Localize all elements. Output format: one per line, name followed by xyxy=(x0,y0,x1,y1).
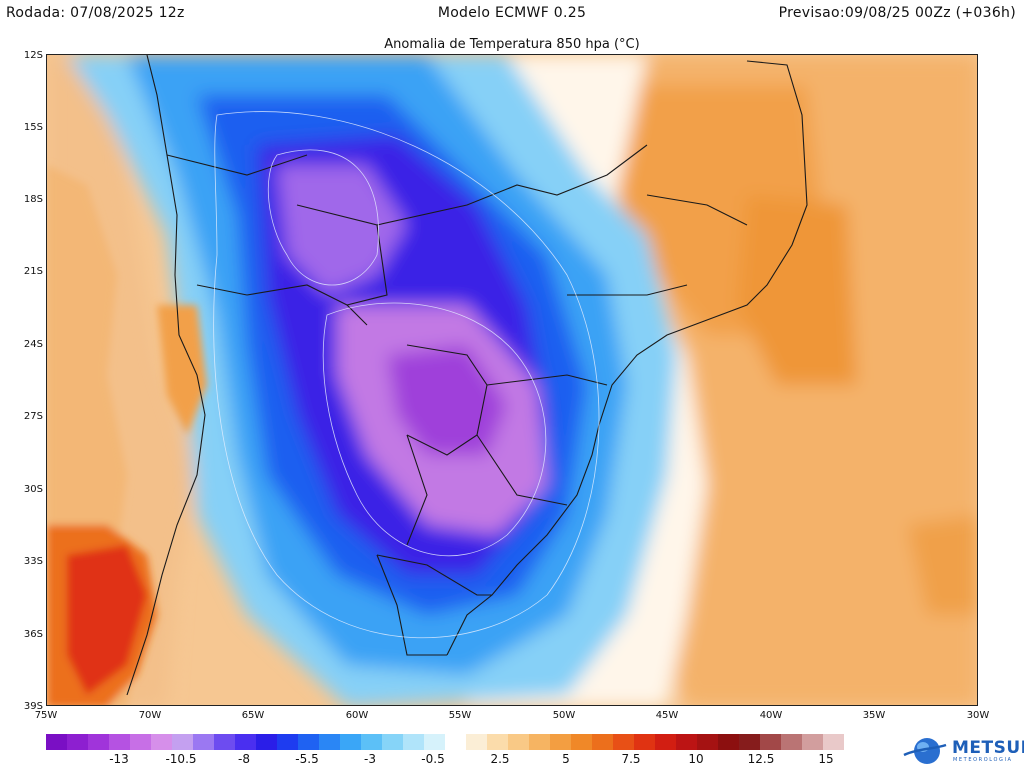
colorbar-swatch xyxy=(109,734,130,750)
colorbar-tick-label: 10 xyxy=(688,752,704,766)
model-label: Modelo ECMWF 0.25 xyxy=(437,5,587,21)
colorbar-tick-label: 12.5 xyxy=(747,752,775,766)
colorbar-swatch xyxy=(277,734,298,750)
colorbar-swatch xyxy=(403,734,424,750)
colorbar-swatch xyxy=(193,734,214,750)
colorbar-swatch xyxy=(214,734,235,750)
colorbar-swatch xyxy=(760,734,781,750)
colorbar-swatch xyxy=(571,734,592,750)
colorbar-swatch xyxy=(340,734,361,750)
colorbar-swatch xyxy=(235,734,256,750)
colorbar-swatch xyxy=(802,734,823,750)
field-title: Anomalia de Temperatura 850 hpa (°C) xyxy=(384,37,640,52)
logo-wordmark: METSUL xyxy=(952,738,1024,758)
run-time-label: Rodada: 07/08/2025 12z xyxy=(6,5,185,21)
coastline-and-borders xyxy=(126,55,808,696)
lon-label: 75W xyxy=(34,710,58,721)
colorbar-swatch xyxy=(130,734,151,750)
lon-label: 55W xyxy=(448,710,472,721)
contour-lines xyxy=(213,111,600,639)
colorbar-swatch xyxy=(697,734,718,750)
colorbar-swatch xyxy=(739,734,760,750)
lon-label: 30W xyxy=(966,710,990,721)
colorbar-swatch xyxy=(445,734,466,750)
colorbar-tick-label: -8 xyxy=(238,752,250,766)
colorbar-tick-label: -3 xyxy=(364,752,376,766)
colorbar-tick-label: 5 xyxy=(562,752,570,766)
colorbar-swatch xyxy=(67,734,88,750)
colorbar-swatch xyxy=(781,734,802,750)
colorbar-swatch xyxy=(172,734,193,750)
lat-label: 15S xyxy=(23,122,43,133)
temperature-anomaly-map xyxy=(46,54,978,706)
shaded-field xyxy=(47,55,977,705)
colorbar-swatch xyxy=(319,734,340,750)
colorbar-tick-label: -5.5 xyxy=(295,752,319,766)
colorbar-swatch xyxy=(424,734,445,750)
lat-label: 36S xyxy=(23,629,43,640)
colorbar-swatch xyxy=(823,734,844,750)
colorbar-swatch xyxy=(151,734,172,750)
colorbar-swatch xyxy=(676,734,697,750)
lat-label: 24S xyxy=(23,339,43,350)
color-scale-bar xyxy=(46,734,844,750)
colorbar-swatch xyxy=(382,734,403,750)
colorbar-swatch xyxy=(550,734,571,750)
colorbar-swatch xyxy=(529,734,550,750)
lon-label: 35W xyxy=(862,710,886,721)
colorbar-swatch xyxy=(46,734,67,750)
metsul-logo: METSUL METEOROLOGIA xyxy=(902,736,1024,766)
lon-label: 50W xyxy=(552,710,576,721)
colorbar-swatch xyxy=(487,734,508,750)
lon-label: 65W xyxy=(241,710,265,721)
lat-label: 21S xyxy=(23,266,43,277)
lat-label: 18S xyxy=(23,194,43,205)
colorbar-swatch xyxy=(613,734,634,750)
logo-tagline: METEOROLOGIA xyxy=(953,757,1013,763)
lon-label: 40W xyxy=(759,710,783,721)
lat-label: 30S xyxy=(23,484,43,495)
colorbar-swatch xyxy=(634,734,655,750)
lon-label: 70W xyxy=(138,710,162,721)
colorbar-swatch xyxy=(256,734,277,750)
colorbar-swatch xyxy=(298,734,319,750)
lat-label: 33S xyxy=(23,556,43,567)
colorbar-tick-label: -13 xyxy=(109,752,129,766)
colorbar-swatch xyxy=(655,734,676,750)
forecast-time-label: Previsao:09/08/25 00Zz (+036h) xyxy=(778,5,1016,21)
colorbar-tick-label: -10.5 xyxy=(165,752,197,766)
colorbar-tick-label: 7.5 xyxy=(621,752,641,766)
lon-label: 60W xyxy=(345,710,369,721)
colorbar-swatch xyxy=(718,734,739,750)
colorbar-tick-label: 2.5 xyxy=(490,752,510,766)
colorbar-swatch xyxy=(361,734,382,750)
lat-label: 27S xyxy=(23,411,43,422)
lon-label: 45W xyxy=(655,710,679,721)
colorbar-swatch xyxy=(466,734,487,750)
colorbar-swatch xyxy=(592,734,613,750)
colorbar-swatch xyxy=(508,734,529,750)
anomaly-field xyxy=(47,55,977,705)
colorbar-swatch xyxy=(88,734,109,750)
colorbar-tick-label: 15 xyxy=(818,752,834,766)
colorbar-tick-label: -0.5 xyxy=(421,752,445,766)
lat-label: 12S xyxy=(23,50,43,61)
lat-label: 39S xyxy=(23,701,43,712)
globe-icon xyxy=(903,738,947,764)
